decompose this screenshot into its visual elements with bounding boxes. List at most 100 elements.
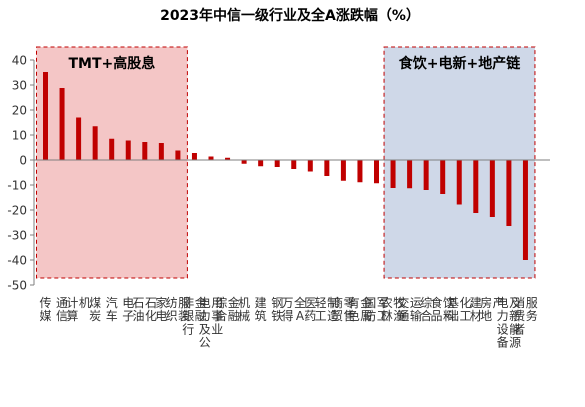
category-label-char: 输 (410, 308, 422, 323)
category-label-char: 钢 (271, 296, 283, 310)
bar-13 (241, 160, 247, 164)
category-label-28: 房地产 (480, 295, 505, 323)
bar-9 (175, 150, 181, 160)
bar-6 (125, 140, 131, 160)
category-label-char: 万 (281, 296, 293, 310)
bar-20 (357, 160, 363, 183)
category-label-char: 备 (497, 336, 509, 350)
y-tick-label: 10 (12, 129, 27, 143)
category-label-char: 石 (133, 296, 145, 310)
category-label-char: 贸 (331, 309, 343, 323)
category-label-6: 电子 (122, 296, 134, 323)
category-label-char: 传 (39, 295, 51, 310)
category-label-char: 农 (381, 296, 393, 310)
category-label-char: 合 (420, 308, 432, 323)
y-tick-label: -50 (7, 279, 27, 293)
y-tick-label: 20 (12, 104, 27, 118)
category-label-char: 品 (430, 309, 442, 323)
category-label-char: 金 (228, 295, 240, 310)
bar-3 (76, 117, 82, 160)
category-label-char: 有 (348, 296, 360, 310)
category-label-char: 综 (420, 296, 432, 310)
category-label-char: 业 (211, 322, 223, 336)
category-label-char: 材 (470, 309, 482, 323)
category-label-char: 渔 (393, 309, 405, 323)
bar-2 (59, 88, 65, 160)
bar-26 (456, 160, 462, 205)
category-label-char: 造 (327, 309, 339, 323)
category-label-char: 电 (199, 296, 211, 310)
category-label-char: 及 (199, 322, 211, 336)
bar-1 (43, 72, 48, 160)
category-label-char: 医 (304, 296, 316, 310)
category-label-char: 化 (459, 296, 471, 310)
category-label-char: 轻 (315, 296, 327, 310)
y-tick-label: -10 (7, 179, 27, 193)
y-tick-label: -30 (7, 229, 27, 243)
category-label-4: 煤炭 (89, 296, 101, 323)
category-label-char: 食 (430, 295, 442, 310)
category-label-char: 属 (360, 309, 372, 323)
bar-14 (258, 160, 264, 167)
bar-5 (109, 138, 115, 160)
category-label-char: 工 (459, 309, 471, 323)
category-label-char: 石 (145, 296, 157, 310)
bar-16 (291, 160, 297, 169)
category-label-char: 汽 (106, 295, 118, 310)
category-label-char: 建 (470, 296, 482, 310)
category-label-char: 机 (238, 296, 250, 310)
category-label-char: 国 (364, 296, 376, 310)
bar-23 (407, 160, 413, 189)
category-label-char: 算 (66, 308, 78, 323)
category-label-char: 服 (178, 296, 190, 310)
category-label-char: 筑 (255, 308, 267, 323)
category-label-char: 信 (56, 309, 68, 323)
category-label-char: 油 (133, 309, 145, 323)
category-label-char: 通 (56, 296, 68, 310)
category-label-27: 建材 (470, 296, 482, 323)
category-label-char: 械 (238, 308, 250, 323)
bar-22 (390, 160, 396, 188)
category-label-char: 工 (377, 309, 389, 323)
category-label-char: 色 (348, 309, 360, 323)
category-label-13: 机械 (238, 296, 250, 323)
category-label-char: 能 (509, 322, 521, 336)
category-label-char: 工 (315, 309, 327, 323)
category-label-char: 药 (304, 309, 316, 323)
bar-28 (489, 160, 495, 217)
category-label-char: 通 (397, 309, 409, 323)
category-label-char: 电 (122, 296, 134, 310)
category-label-char: 础 (447, 309, 459, 323)
category-label-char: 房 (480, 295, 492, 310)
category-label-5: 汽车 (106, 295, 118, 323)
y-tick-label: -20 (7, 204, 27, 218)
category-label-17: 医药 (304, 296, 316, 323)
category-label-char: 饮 (443, 296, 455, 310)
category-label-char: 合 (215, 308, 227, 323)
category-label-char: 服 (526, 296, 538, 310)
category-label-char: A (296, 309, 305, 323)
bar-4 (92, 126, 98, 160)
category-label-char: 力 (199, 309, 211, 323)
category-label-char: 事 (211, 309, 223, 323)
chart-title: 2023年中信一级行业及全A涨跌幅（%） (160, 7, 420, 24)
category-label-15: 钢铁 (271, 296, 283, 323)
category-label-char: 化 (145, 309, 157, 323)
bar-15 (274, 160, 280, 167)
category-label-char: 铁 (271, 309, 283, 323)
category-label-char: 全 (294, 295, 306, 310)
category-label-char: 媒 (39, 309, 51, 323)
category-label-char: 军 (377, 296, 389, 310)
category-label-char: 牧 (393, 296, 405, 310)
bar-10 (191, 153, 197, 160)
category-label-char: 设 (497, 322, 509, 336)
